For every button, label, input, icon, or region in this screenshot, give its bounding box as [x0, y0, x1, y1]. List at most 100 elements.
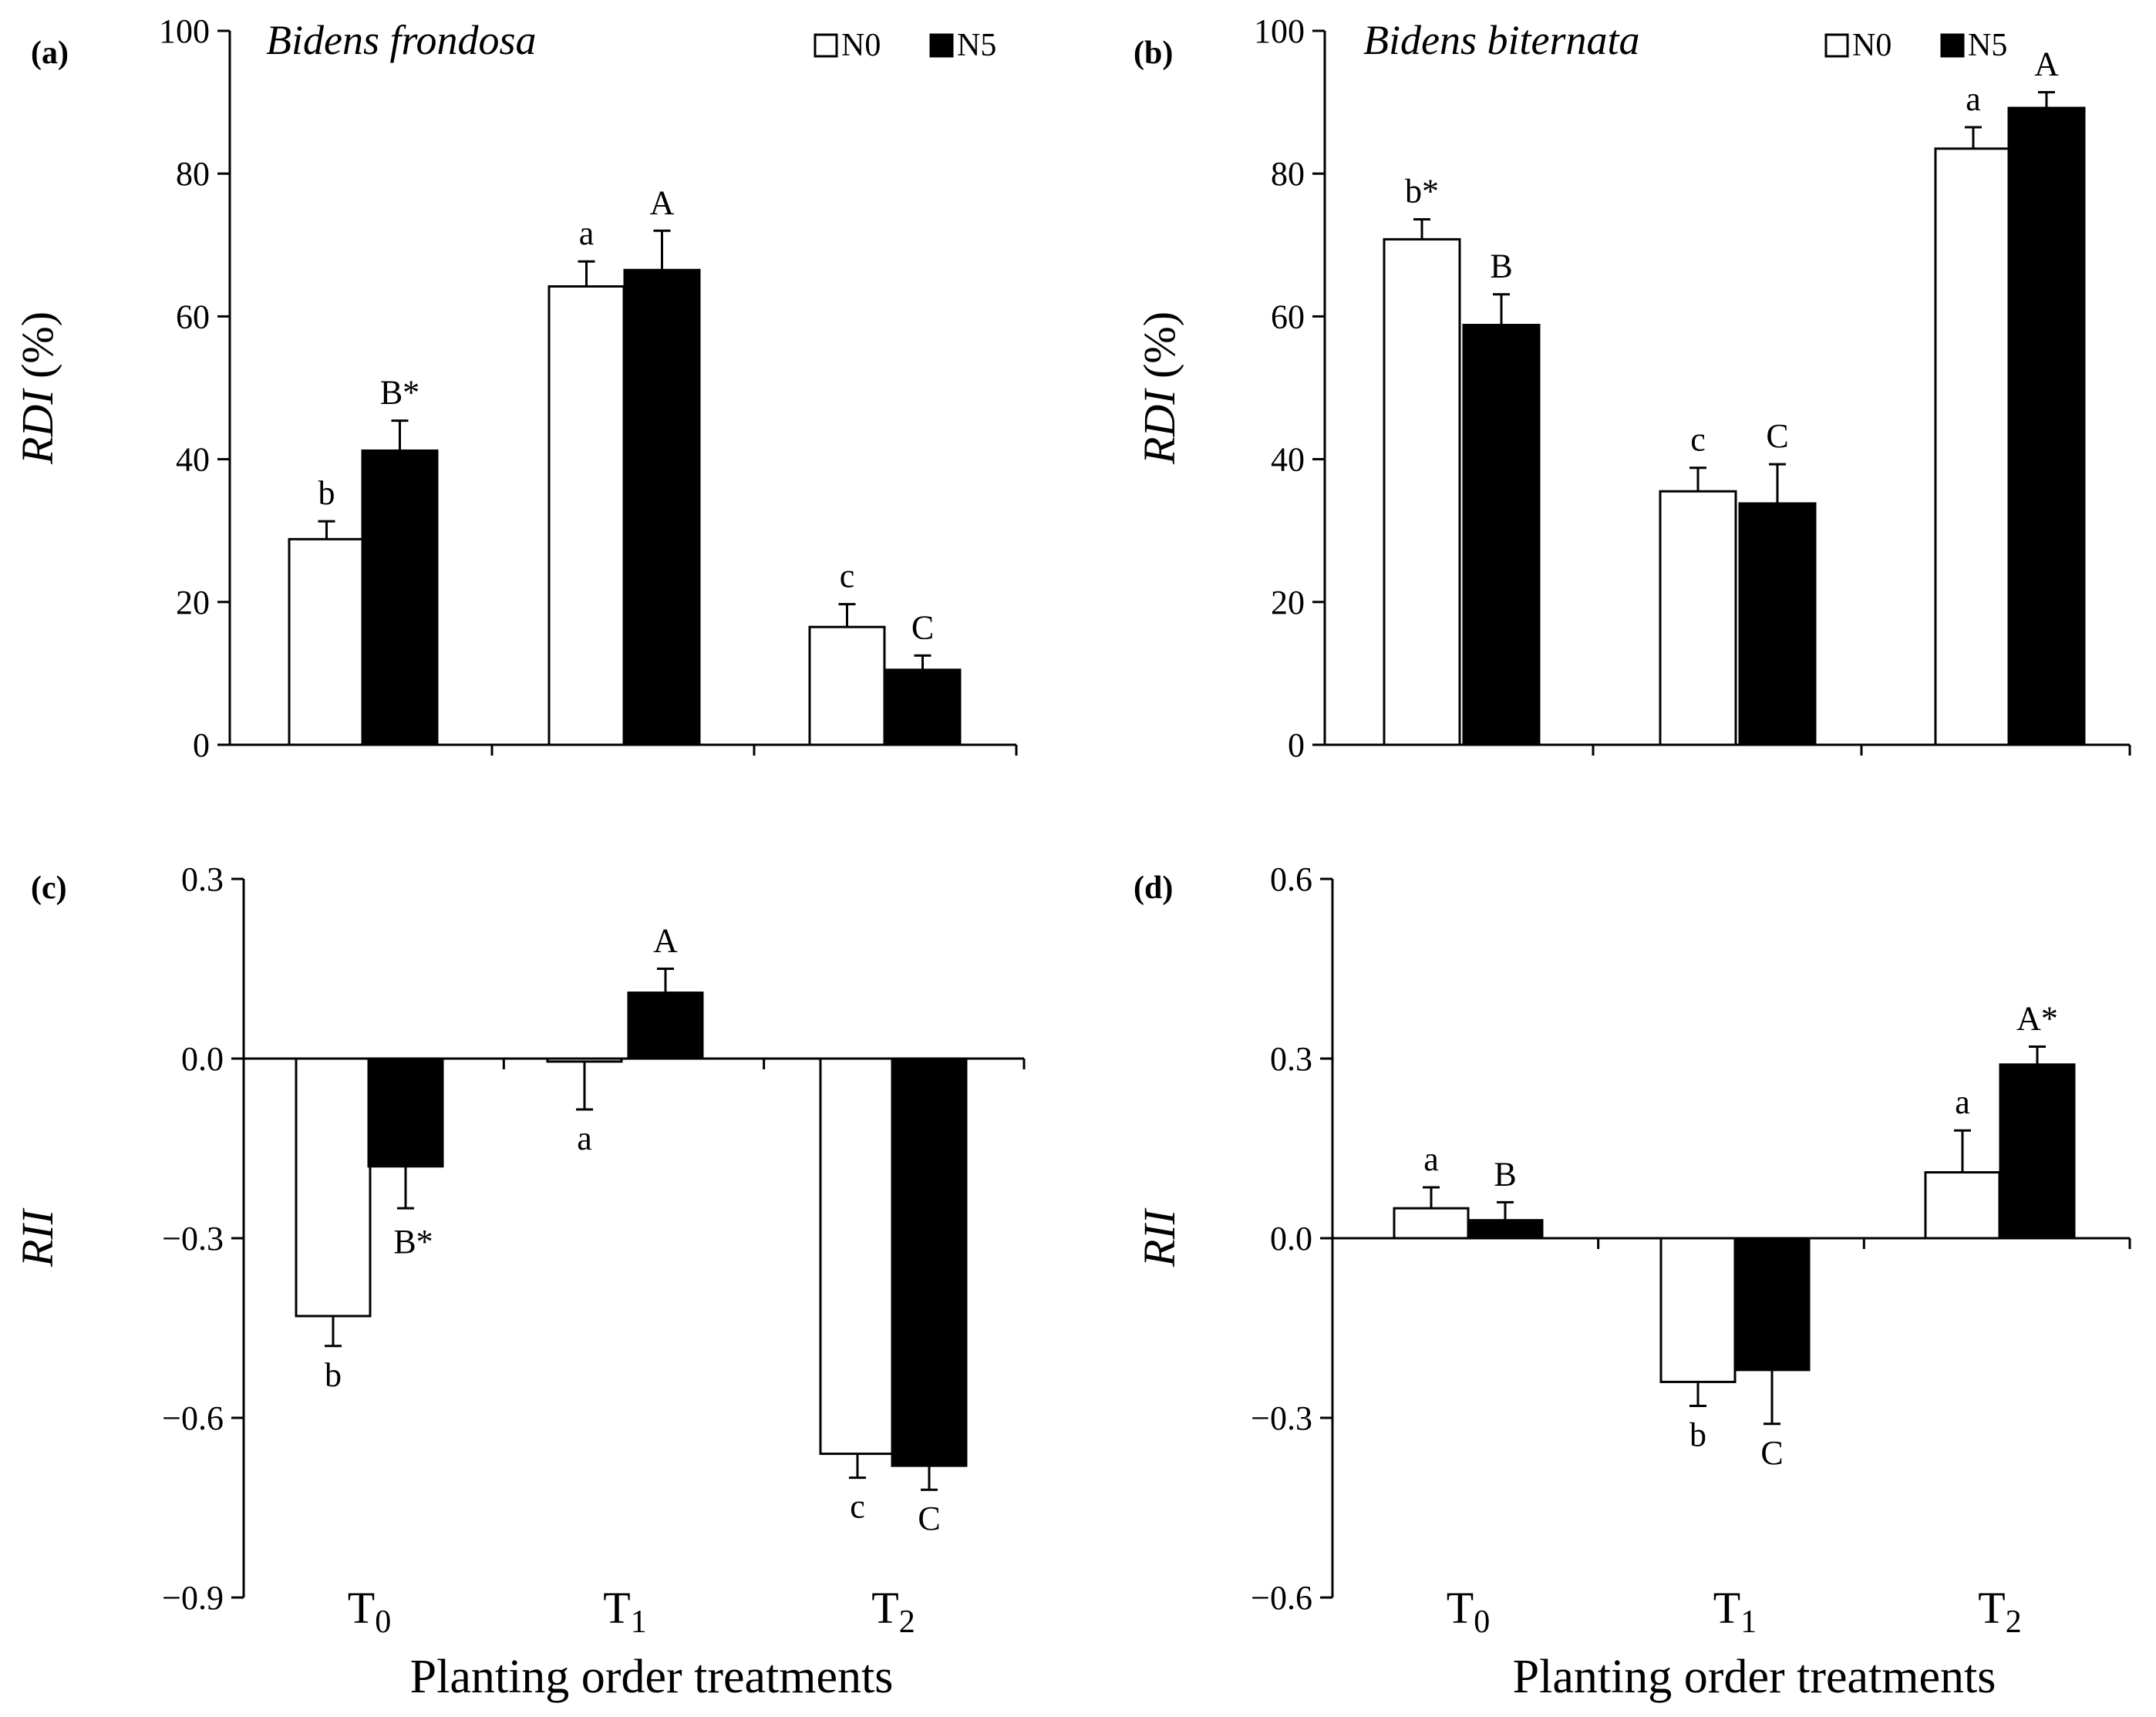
significance-label: C [1760, 1434, 1783, 1472]
bar-n5-t2 [884, 668, 962, 746]
bar-n5-t1 [1738, 502, 1817, 746]
significance-label: a [1423, 1140, 1439, 1178]
y-axis-title-italic: RII [12, 1207, 62, 1268]
x-category-base: T [1447, 1583, 1474, 1633]
y-tick-label: 0 [1288, 726, 1305, 764]
y-tick-label: 80 [1271, 155, 1305, 193]
bar-n0-t2 [1934, 147, 2013, 746]
legend-label-n0: N0 [841, 28, 881, 63]
panel-label: (a) [31, 35, 69, 71]
bar-n0-t1 [1659, 490, 1737, 746]
y-tick-label: 40 [176, 441, 210, 479]
panel-label: (d) [1134, 870, 1173, 906]
x-category-subscript: 2 [2006, 1604, 2022, 1640]
y-axis-title: RDI (%) [12, 311, 62, 465]
x-category-subscript: 2 [899, 1604, 915, 1640]
x-category-base: T [1978, 1583, 2005, 1633]
bar-n0-t0 [288, 537, 366, 746]
significance-label: c [1690, 421, 1706, 459]
legend-label-n5: N5 [1968, 28, 2007, 63]
legend-swatch-n0 [814, 33, 838, 58]
x-category-label: T1 [603, 1583, 646, 1640]
x-category-label: T0 [348, 1583, 391, 1640]
bar-n5-t1 [623, 268, 701, 746]
x-category-base: T [603, 1583, 630, 1633]
y-tick-label: −0.9 [162, 1579, 224, 1617]
significance-label: A* [2016, 999, 2058, 1037]
bar-n5-t1 [627, 991, 704, 1060]
panel-b: 0 20 40 60 80 100 b* c a B C A (b) RDI (%) Bidens bite… [1134, 12, 2131, 764]
x-axis-title-right: Planting order treatments [1513, 1651, 1996, 1703]
bar-n0-t1 [546, 1057, 623, 1063]
significance-label: a [579, 214, 595, 252]
y-axis-title-italic: RII [1134, 1207, 1184, 1268]
y-tick-label: 100 [159, 12, 210, 50]
y-tick-label: 0.6 [1270, 860, 1312, 898]
legend-label-n5: N5 [957, 28, 996, 63]
significance-label: B* [393, 1223, 433, 1261]
bar-n5-t0 [1462, 324, 1541, 746]
y-tick-label: 0.3 [1270, 1040, 1312, 1078]
significance-label: a [1966, 80, 1981, 118]
panel-label: (c) [31, 870, 67, 906]
y-tick-label: 60 [176, 298, 210, 335]
panel-a: 0 20 40 60 80 100 b a c B* A C (a) RDI (%) Bidens fron… [12, 12, 1018, 764]
y-axis-title: RDI (%) [1134, 311, 1184, 465]
y-tick-label: 80 [176, 155, 210, 193]
bar-n5-t0 [1467, 1219, 1544, 1240]
bar-n5-t0 [361, 449, 439, 746]
bar-n0-t0 [1393, 1207, 1470, 1240]
x-category-subscript: 1 [631, 1604, 647, 1640]
species-name: Bidens biternata [1363, 17, 1639, 63]
y-tick-label: 0.0 [181, 1040, 224, 1078]
x-category-base: T [871, 1583, 898, 1633]
species-name: Bidens frondosa [266, 17, 537, 63]
x-category-label: T0 [1447, 1583, 1490, 1640]
legend-swatch-n5 [929, 33, 954, 58]
significance-label: C [1766, 417, 1788, 455]
bar-n0-t1 [1659, 1237, 1737, 1383]
y-axis-title: RII [1134, 1207, 1184, 1268]
significance-label: a [577, 1119, 592, 1157]
y-tick-label: −0.3 [162, 1220, 224, 1257]
x-axis-title-left: Planting order treatments [410, 1651, 894, 1703]
x-category-subscript: 1 [1740, 1604, 1757, 1640]
significance-label: A [2034, 45, 2059, 83]
x-category-label: T1 [1713, 1583, 1757, 1640]
legend-swatch-n0 [1824, 33, 1849, 58]
bar-n0-t0 [295, 1057, 372, 1318]
y-axis-title-italic: RDI [12, 388, 62, 465]
x-category-subscript: 0 [1474, 1604, 1490, 1640]
y-axis-title-unit: (%) [12, 311, 62, 389]
y-tick-label: 100 [1254, 12, 1305, 50]
significance-label: B [1494, 1155, 1516, 1193]
y-axis-title-italic: RDI [1134, 388, 1184, 465]
y-tick-label: −0.3 [1251, 1399, 1312, 1437]
significance-label: B [1490, 247, 1512, 285]
bar-n0-t2 [819, 1057, 896, 1456]
bar-n5-t2 [891, 1057, 968, 1467]
significance-label: c [840, 557, 855, 595]
y-tick-label: 40 [1271, 441, 1305, 479]
significance-label: b [1689, 1416, 1706, 1453]
significance-label: b [325, 1356, 342, 1394]
y-axis-title: RII [12, 1207, 62, 1268]
x-axis-categories-d: T0 T1 T2 [1447, 1583, 2022, 1640]
significance-label: C [911, 608, 934, 646]
significance-label: a [1955, 1083, 1970, 1121]
bar-n0-t0 [1383, 237, 1461, 746]
y-tick-label: 0.3 [181, 860, 224, 898]
y-tick-label: 20 [1271, 584, 1305, 621]
y-tick-label: −0.6 [162, 1399, 224, 1437]
significance-label: B* [380, 374, 419, 412]
y-axis-title-unit: (%) [1134, 311, 1184, 389]
significance-label: A [653, 922, 678, 960]
x-category-label: T2 [871, 1583, 915, 1640]
legend-label-n0: N0 [1852, 28, 1892, 63]
x-category-base: T [348, 1583, 375, 1633]
x-category-label: T2 [1978, 1583, 2021, 1640]
x-category-subscript: 0 [375, 1604, 391, 1640]
y-tick-label: 60 [1271, 298, 1305, 335]
bar-n0-t1 [547, 285, 625, 746]
significance-label: b* [1405, 172, 1439, 210]
